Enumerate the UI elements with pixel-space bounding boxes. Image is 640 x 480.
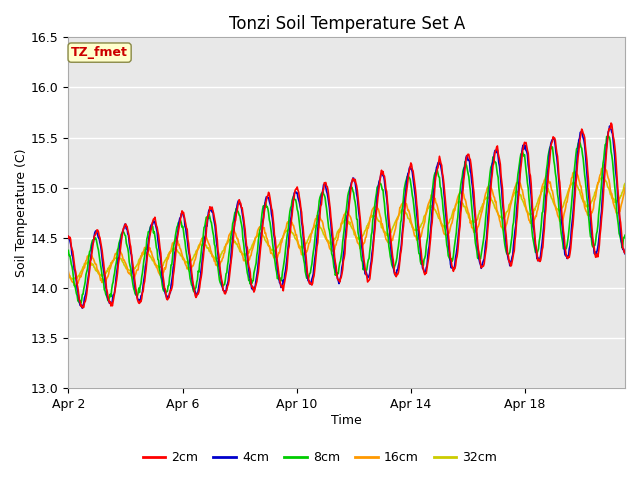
Y-axis label: Soil Temperature (C): Soil Temperature (C) <box>15 148 28 277</box>
Title: Tonzi Soil Temperature Set A: Tonzi Soil Temperature Set A <box>228 15 465 33</box>
X-axis label: Time: Time <box>332 414 362 427</box>
Text: TZ_fmet: TZ_fmet <box>71 46 128 59</box>
Legend: 2cm, 4cm, 8cm, 16cm, 32cm: 2cm, 4cm, 8cm, 16cm, 32cm <box>138 446 502 469</box>
